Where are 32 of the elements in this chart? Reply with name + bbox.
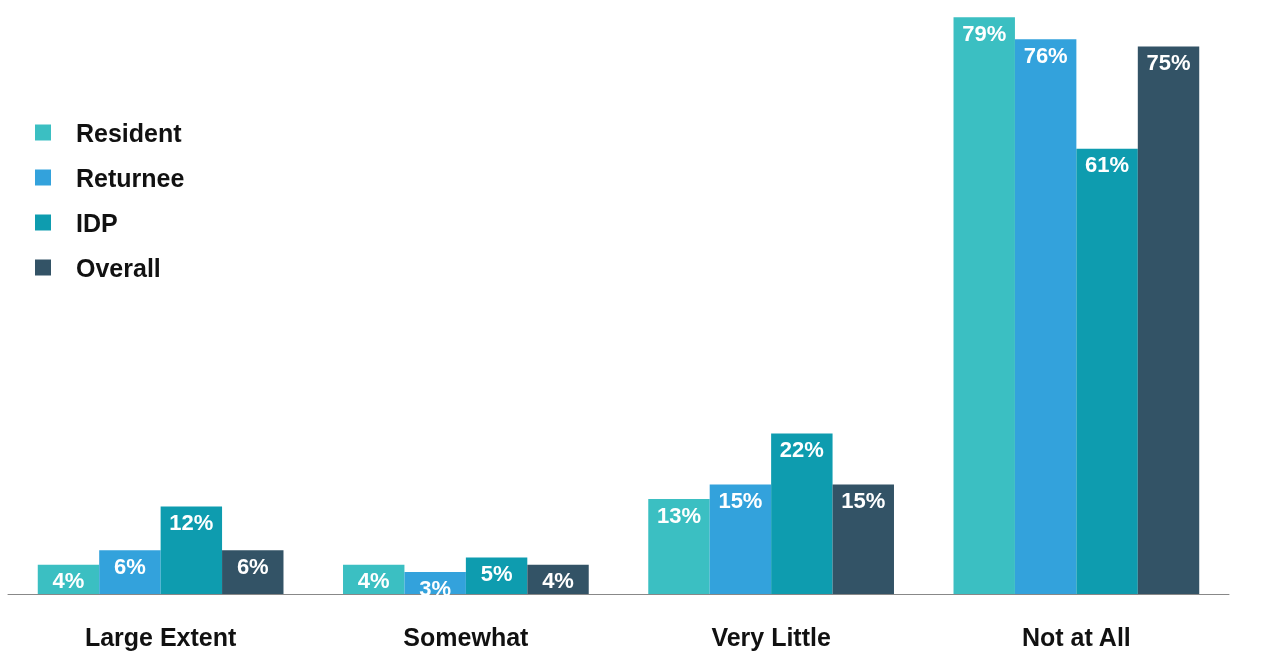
data-label: 5%	[480, 561, 513, 586]
data-label: 4%	[52, 568, 85, 594]
data-label: 22%	[779, 436, 824, 462]
data-label: 4%	[357, 568, 390, 594]
x-tick-label: Large Extent	[84, 622, 238, 651]
legend-label: Resident	[76, 118, 183, 147]
bar	[1137, 46, 1200, 594]
bar	[953, 17, 1015, 594]
bar	[709, 484, 772, 594]
data-label: 15%	[718, 488, 763, 513]
data-label: 79%	[962, 20, 1007, 46]
bar	[160, 506, 223, 594]
bar	[771, 433, 833, 594]
data-label: 6%	[236, 553, 269, 579]
data-label: 76%	[1023, 42, 1068, 68]
data-label: 12%	[169, 509, 214, 535]
data-label: 4%	[542, 568, 574, 594]
data-label: 13%	[656, 502, 701, 528]
bar	[832, 484, 894, 594]
legend-label: Returnee	[76, 163, 185, 192]
x-tick-label: Somewhat	[403, 622, 530, 651]
data-label: 75%	[1146, 50, 1191, 75]
data-label: 15%	[841, 488, 886, 513]
x-tick-label: Not at All	[1021, 622, 1131, 651]
legend-label: Overall	[76, 253, 161, 282]
bar	[648, 499, 710, 594]
data-label: 6%	[114, 553, 146, 579]
data-label: 61%	[1085, 152, 1130, 178]
bar	[1014, 39, 1077, 594]
legend-label: IDP	[76, 208, 118, 237]
bar	[1076, 148, 1138, 594]
x-tick-label: Very Little	[711, 622, 831, 651]
